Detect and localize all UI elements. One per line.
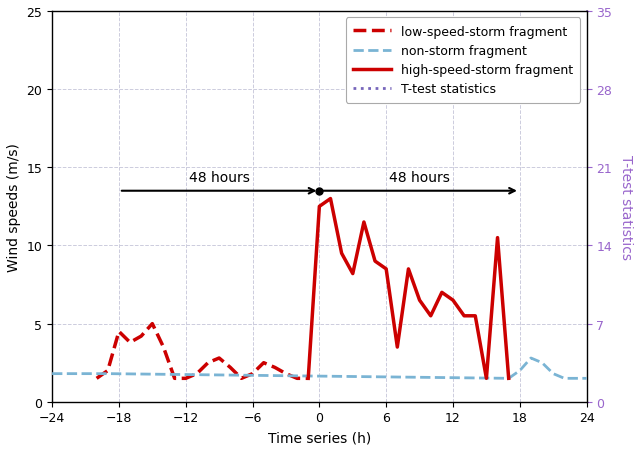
- Legend: low-speed-storm fragment, non-storm fragment, high-speed-storm fragment, T-test : low-speed-storm fragment, non-storm frag…: [346, 18, 580, 104]
- Text: 48 hours: 48 hours: [189, 171, 250, 185]
- Text: 48 hours: 48 hours: [389, 171, 450, 185]
- Y-axis label: Wind speeds (m/s): Wind speeds (m/s): [7, 143, 21, 271]
- X-axis label: Time series (h): Time series (h): [268, 430, 371, 444]
- Y-axis label: T-test statistics: T-test statistics: [619, 155, 633, 259]
